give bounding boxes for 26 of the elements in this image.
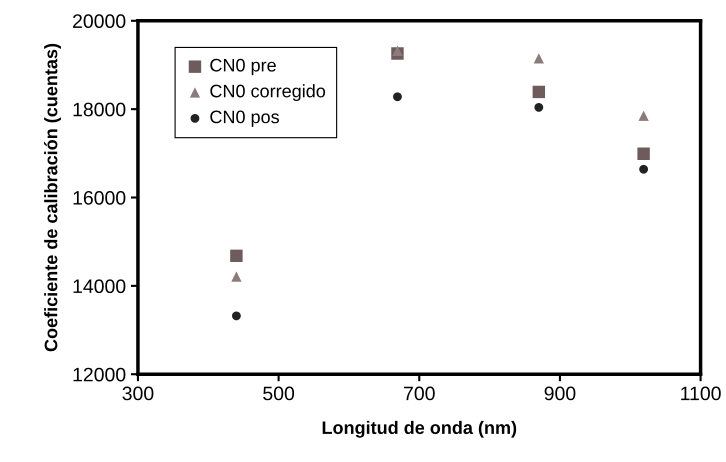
point bbox=[232, 312, 241, 320]
y-tick-label: 18000 bbox=[74, 102, 126, 116]
x-tick-label: 500 bbox=[263, 386, 294, 400]
point bbox=[230, 250, 243, 262]
y-tick-label: 16000 bbox=[74, 190, 126, 205]
y-axis-title: Coeficiente de calibración (cuentas) bbox=[44, 44, 61, 352]
x-tick-label: 300 bbox=[122, 386, 154, 400]
legend-label: CN0 pos bbox=[210, 110, 279, 127]
y-tick-label: 14000 bbox=[74, 279, 126, 294]
x-tick-label: 700 bbox=[404, 386, 435, 400]
point bbox=[393, 92, 402, 102]
point bbox=[392, 46, 403, 56]
legend-label: CN0 pre bbox=[210, 58, 276, 76]
x-axis-title: Longitud de onda (nm) bbox=[322, 420, 516, 438]
legend-label: CN0 corregido bbox=[210, 84, 326, 102]
x-tick-label: 1100 bbox=[681, 386, 721, 400]
y-tick-label: 12000 bbox=[74, 368, 126, 382]
point bbox=[638, 110, 649, 121]
point bbox=[532, 86, 546, 98]
point bbox=[231, 271, 242, 282]
point bbox=[637, 148, 650, 160]
point bbox=[534, 53, 544, 64]
point bbox=[639, 164, 648, 174]
point bbox=[534, 102, 544, 112]
y-tick-label: 20000 bbox=[73, 14, 126, 28]
x-tick-label: 900 bbox=[544, 386, 576, 400]
